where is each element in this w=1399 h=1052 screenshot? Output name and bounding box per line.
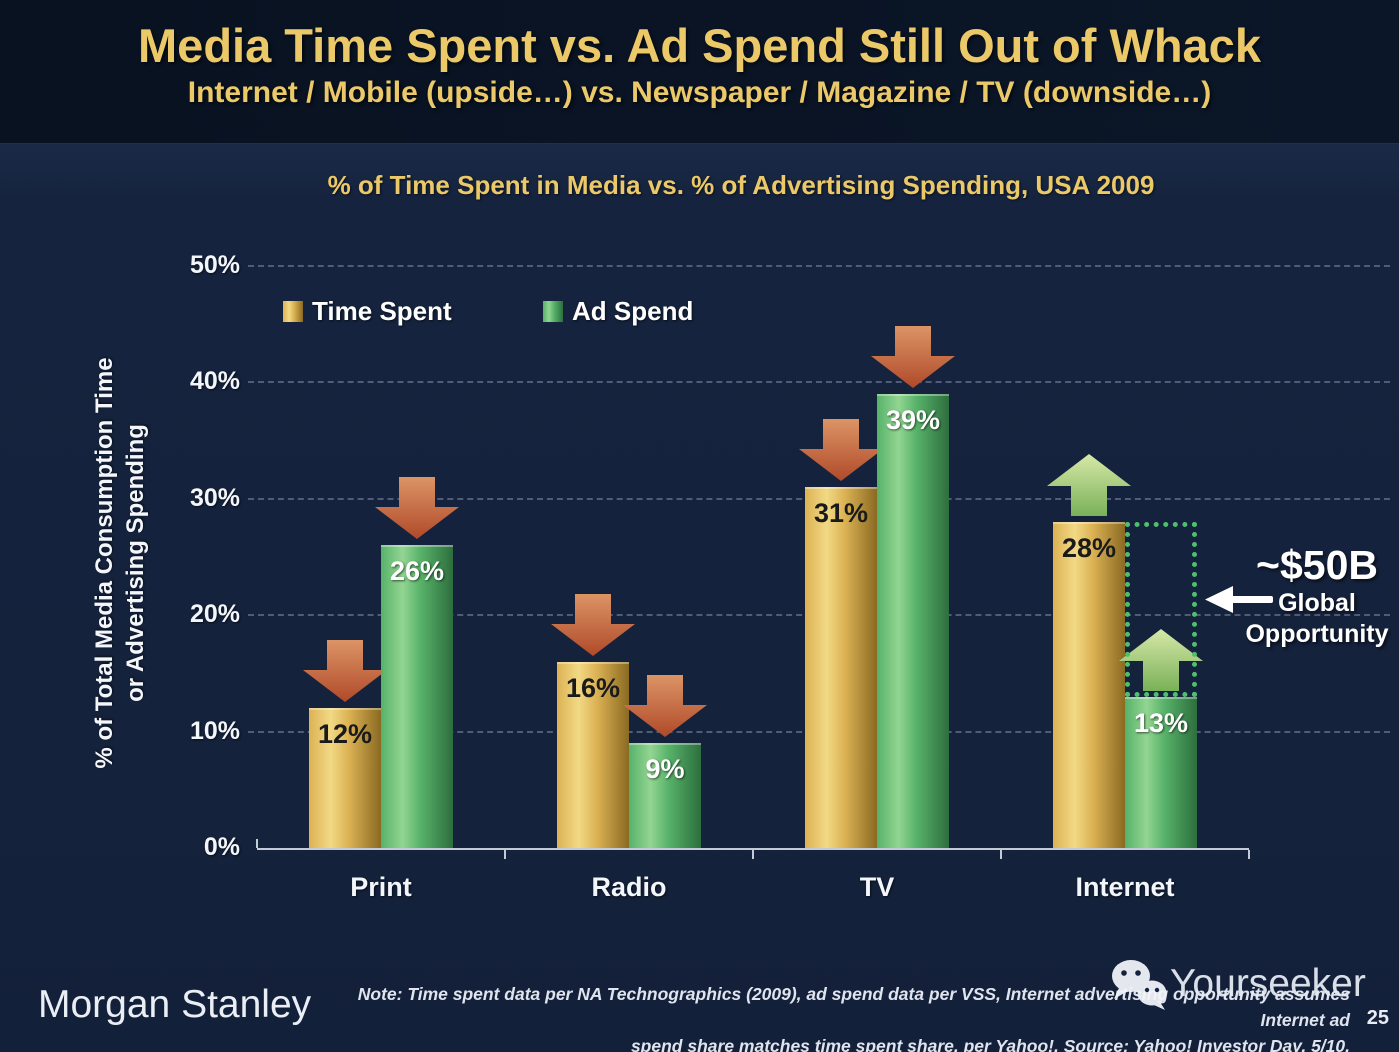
y-tick-label: 20% (189, 600, 240, 629)
bar-tv-ad-spend (877, 394, 949, 848)
trend-up-arrow-icon (1047, 454, 1131, 516)
bar-value-label: 13% (1133, 708, 1189, 738)
trend-up-arrow-icon (1119, 629, 1203, 691)
y-tick-label: 40% (189, 367, 240, 396)
page-number: 25 (1366, 1007, 1389, 1029)
bar-value-label: 16% (565, 673, 621, 703)
legend-item-ad-spend: Ad Spend (543, 296, 693, 327)
annotation-label-line2: Opportunity (1245, 620, 1389, 648)
slide-subtitle: Internet / Mobile (upside…) vs. Newspape… (187, 76, 1212, 109)
trend-down-arrow-icon (799, 419, 883, 481)
slide-title: Media Time Spent vs. Ad Spend Still Out … (138, 19, 1261, 72)
y-axis-title-line1: % of Total Media Consumption Time (91, 357, 118, 769)
bar-value-label: 31% (813, 498, 869, 528)
source-note-line2: spend share matches time spent share, pe… (630, 1036, 1350, 1052)
legend-label-ad-spend: Ad Spend (572, 296, 694, 326)
watermark: Yourseeker (1110, 957, 1366, 1011)
x-axis-line (257, 848, 1249, 850)
morgan-stanley-logo: Morgan Stanley (38, 983, 312, 1026)
bar-value-label: 28% (1061, 533, 1117, 563)
bar-tv-time-spent (805, 487, 877, 848)
axis-end-tick (256, 839, 258, 848)
chart-background (0, 143, 1399, 1052)
bar-value-label: 39% (885, 405, 941, 435)
time-spent-swatch-icon (283, 301, 303, 322)
source-note: Note: Time spent data per NA Technograph… (300, 981, 1350, 1052)
bar-radio-ad-spend (629, 743, 701, 848)
left-arrow-icon (1205, 586, 1273, 613)
bar-internet-ad-spend (1125, 697, 1197, 848)
trend-down-arrow-icon (303, 640, 387, 702)
gridline-50pct (248, 265, 1390, 267)
category-boundary-tick (504, 850, 506, 859)
bar-print-ad-spend (381, 545, 453, 848)
x-category-label-tv: TV (859, 872, 895, 902)
chart-title: % of Time Spent in Media vs. % of Advert… (327, 170, 1155, 200)
source-note-line1: Note: Time spent data per NA Technograph… (357, 984, 1350, 1030)
x-category-label-print: Print (350, 872, 412, 902)
trend-down-arrow-icon (551, 594, 635, 656)
category-boundary-tick (1248, 850, 1250, 859)
opportunity-dotted-box (1125, 522, 1197, 697)
ad-spend-swatch-icon (543, 301, 563, 322)
bar-value-label: 12% (317, 719, 373, 749)
y-tick-label: 50% (189, 251, 240, 279)
y-tick-label: 30% (189, 483, 240, 512)
bar-radio-time-spent (557, 662, 629, 848)
watermark-text: Yourseeker (1170, 962, 1366, 1005)
x-category-label-internet: Internet (1075, 872, 1175, 902)
y-tick-label: 0% (203, 833, 240, 861)
legend-item-time-spent: Time Spent (283, 296, 452, 327)
header-band (0, 0, 1399, 143)
wechat-icon (1112, 960, 1167, 1010)
legend-label-time-spent: Time Spent (312, 296, 452, 326)
y-tick-label: 10% (189, 716, 240, 745)
bar-print-time-spent (309, 708, 381, 848)
category-boundary-tick (1000, 850, 1002, 859)
bar-value-label: 26% (389, 556, 445, 586)
opportunity-annotation: ~$50B Global Opportunity (1238, 542, 1396, 650)
bar-value-label: 9% (645, 754, 685, 784)
trend-down-arrow-icon (375, 477, 459, 539)
trend-down-arrow-icon (871, 326, 955, 388)
annotation-label-line1: Global (1278, 589, 1356, 617)
bar-internet-time-spent (1053, 522, 1125, 848)
trend-down-arrow-icon (623, 675, 707, 737)
category-boundary-tick (752, 850, 754, 859)
x-category-label-radio: Radio (591, 872, 667, 902)
annotation-value: ~$50B (1256, 542, 1378, 588)
gridline-40pct (248, 381, 1390, 384)
